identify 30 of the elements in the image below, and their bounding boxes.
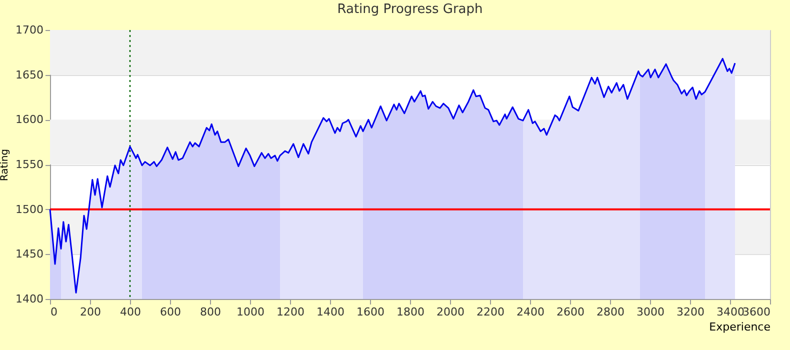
- x-tick-label: 2200: [476, 306, 504, 318]
- x-tick-label: 1000: [236, 306, 264, 318]
- x-tick-label: 2800: [596, 306, 624, 318]
- x-tick-label: 3600: [742, 306, 770, 318]
- x-axis-title: Experience: [709, 320, 771, 334]
- x-tick-label: 3400: [716, 306, 744, 318]
- x-tick-label: 2400: [516, 306, 544, 318]
- x-tick-label: 2000: [436, 306, 464, 318]
- y-axis-title: Rating: [0, 148, 11, 182]
- x-tick-label: 1800: [396, 306, 424, 318]
- x-tick-label: 0: [50, 306, 58, 318]
- x-tick-label: 1200: [276, 306, 304, 318]
- x-tick-label: 200: [80, 306, 101, 318]
- x-tick-label: 3200: [676, 306, 704, 318]
- y-tick-label: 1450: [16, 248, 44, 261]
- x-tick-label: 1600: [356, 306, 384, 318]
- x-tick-label: 1400: [316, 306, 344, 318]
- y-tick-label: 1650: [16, 68, 44, 82]
- y-tick-label: 1500: [16, 202, 44, 216]
- x-tick-label: 800: [200, 306, 221, 318]
- x-tick-label: 400: [120, 306, 141, 318]
- y-tick-label: 1400: [16, 292, 44, 306]
- line-series: [49, 58, 736, 294]
- x-tick-label: 3000: [636, 306, 664, 318]
- y-tick-label: 1700: [16, 24, 44, 36]
- y-tick-label: 1600: [16, 113, 44, 126]
- x-tick-label: 600: [160, 306, 181, 318]
- y-tick-label: 1550: [16, 158, 44, 171]
- chart-title: Rating Progress Graph: [337, 2, 483, 17]
- x-tick-label: 2600: [556, 306, 584, 318]
